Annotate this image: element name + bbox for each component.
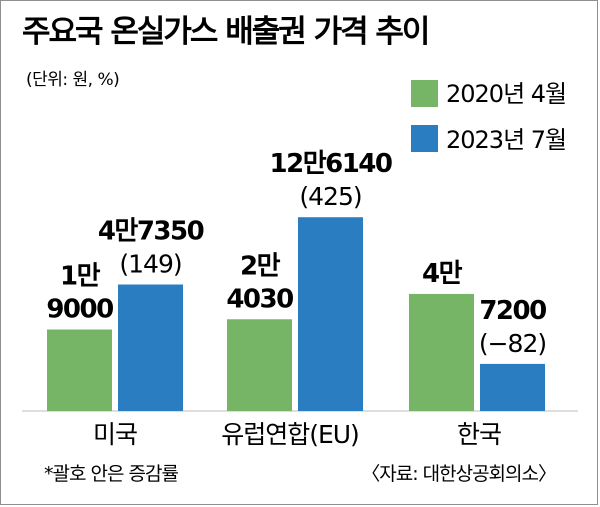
footnote: *괄호 안은 증감률 [44,463,178,485]
bars-group [47,217,545,411]
value-label-us-2020-2: 9000 [46,295,113,325]
value-label-eu-2020-1: 2만 [240,251,281,281]
value-label-korea-2023-2: (−82) [479,329,546,358]
legend-label-2020: 2020년 4월 [446,80,566,108]
bar-us-2023 [118,284,183,411]
bar-korea-2020 [409,293,474,411]
value-label-us-2023-2: (149) [119,250,181,279]
bar-eu-2020 [227,319,292,411]
value-label-us-2023-1: 4만7350 [98,217,204,247]
value-label-eu-2023-1: 12만6140 [270,149,392,179]
legend-label-2023: 2023년 7월 [446,126,566,154]
unit-note: (단위: 원, %) [26,70,119,90]
value-label-us-2020-1: 1만 [60,262,101,292]
category-label-eu: 유럽연합(EU) [221,420,359,449]
value-label-eu-2023-2: (425) [299,182,361,211]
bar-korea-2023 [480,363,545,411]
bar-eu-2023 [298,217,363,411]
legend-swatch-2023 [411,125,438,152]
bar-us-2020 [47,329,112,411]
value-label-eu-2020-2: 4030 [226,284,293,314]
chart-title: 주요국 온실가스 배출권 가격 추이 [22,14,428,50]
category-label-korea: 한국 [457,420,501,449]
value-label-korea-2020-1: 4만 [422,259,463,289]
legend-swatch-2020 [411,80,438,107]
value-label-korea-2023-1: 7200 [479,296,546,326]
category-label-us: 미국 [93,420,137,449]
legend: 2020년 4월 2023년 7월 [411,80,567,154]
source-note: 〈자료: 대한상공회의소〉 [361,463,556,485]
